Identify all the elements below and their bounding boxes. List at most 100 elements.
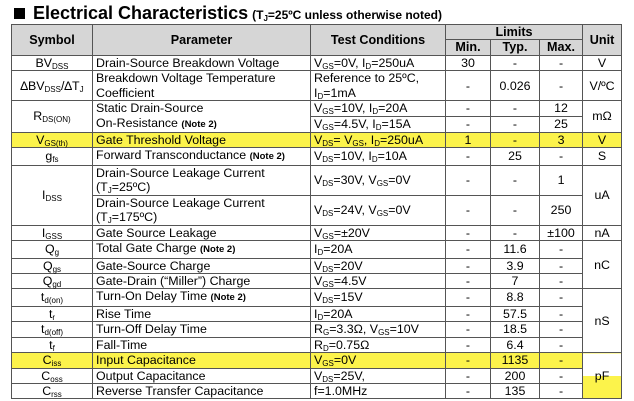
max-cell: - [538, 367, 584, 384]
table-row: IDSS Drain-Source Leakage Current (TJ=25º… [11, 164, 623, 226]
min-cell: 1 [445, 132, 491, 149]
electrical-characteristics-table: Symbol Parameter Test Conditions Limits … [11, 23, 623, 400]
parameter-cell: Gate-Drain (“Miller”) Charge [92, 273, 311, 290]
max-cell: - [538, 54, 584, 72]
parameter-cell: Static Drain-Source On-Resistance (Note 2… [92, 100, 311, 134]
table-row: Drain-Source Leakage Current (TJ=175ºC) V… [12, 194, 622, 226]
max-cell: - [538, 321, 584, 338]
max-cell: - [538, 288, 584, 307]
condition-cell: Reference to 25ºC, ID=1mA [310, 70, 446, 102]
condition-cell: RG=3.3Ω, VGS=10V [310, 321, 446, 338]
typ-cell: 1135 [490, 352, 540, 369]
header-symbol: Symbol [11, 24, 93, 56]
symbol-cell: BVDSS [11, 54, 93, 72]
section-title: Electrical Characteristics (TJ=25ºC unle… [14, 2, 442, 24]
header-max: Max. [538, 39, 584, 56]
unit-cell: V [582, 132, 623, 149]
unit-cell: uA [582, 164, 623, 226]
unit-cell: V [582, 54, 623, 72]
symbol-cell: RDS(ON) [11, 100, 93, 134]
min-cell: - [445, 240, 491, 259]
unit-cell: nC [582, 240, 623, 290]
symbol-cell: tf [11, 336, 93, 354]
max-cell: - [538, 147, 584, 166]
typ-cell: 6.4 [490, 336, 540, 354]
condition-cell: VDS=24V, VGS=0V [310, 194, 446, 226]
min-cell: - [445, 352, 491, 369]
header-typ: Typ. [490, 39, 540, 56]
parameter-cell: Input Capacitance [92, 352, 311, 369]
square-bullet-icon [14, 7, 25, 19]
table-row: Crss Reverse Transfer Capacitance f=1.0M… [11, 382, 622, 400]
table-row: tf Fall-Time RD=0.75Ω - 6.4 - [11, 336, 622, 354]
unit-cell: mΩ [582, 100, 623, 134]
symbol-cell: Qg [11, 240, 93, 259]
table-row: td(off) Turn-Off Delay Time RG=3.3Ω, VGS… [11, 321, 622, 338]
symbol-cell: Ciss [11, 352, 93, 369]
table-row: Qg Total Gate Charge (Note 2) ID=20A - 1… [11, 240, 623, 290]
parameter-cell: Drain-Source Breakdown Voltage [92, 54, 311, 72]
typ-cell: 7 [490, 273, 540, 290]
max-cell: - [538, 240, 584, 259]
typ-cell: 11.6 [490, 240, 540, 259]
parameter-cell: Gate-Source Charge [92, 257, 311, 275]
parameter-cell: Breakdown Voltage Temperature Coefficient [92, 70, 311, 102]
table-row: VGS=4.5V, ID=15A - - 25 [12, 116, 622, 134]
max-cell: - [538, 336, 584, 354]
typ-cell: - [490, 100, 540, 118]
header-min: Min. [445, 39, 491, 56]
unit-cell: V/ºC [582, 70, 623, 102]
table-row: Qgs Gate-Source Charge VDS=20V - 3.9 - [11, 257, 622, 275]
max-cell: 25 [538, 116, 584, 134]
condition-cell: VDS=25V, [310, 367, 446, 384]
max-cell: - [538, 257, 584, 275]
typ-cell: 0.026 [490, 70, 540, 102]
parameter-cell: Drain-Source Leakage Current (TJ=25ºC) [92, 164, 311, 196]
symbol-cell: gfs [11, 147, 93, 166]
min-cell: - [445, 257, 491, 275]
parameter-cell: Rise Time [92, 305, 311, 323]
parameter-cell: Output Capacitance [92, 367, 311, 384]
title-main: Electrical Characteristics [33, 2, 249, 23]
symbol-cell: Crss [11, 382, 93, 400]
unit-cell: S [582, 147, 623, 166]
min-cell: - [445, 70, 491, 102]
max-cell: - [538, 305, 584, 323]
typ-cell: 200 [490, 367, 540, 384]
max-cell: - [538, 352, 584, 369]
header-limits: Limits [444, 23, 584, 41]
min-cell: - [445, 321, 491, 338]
condition-cell: VGS=±20V [310, 224, 446, 242]
symbol-cell: tr [11, 305, 93, 323]
typ-cell: 8.8 [490, 288, 540, 307]
symbol-cell: Coss [11, 367, 93, 384]
min-cell: - [445, 305, 491, 323]
table-row: ∆BVDSS/∆TJ Breakdown Voltage Temperature… [11, 70, 623, 102]
min-cell: - [445, 224, 491, 242]
symbol-cell: IDSS [11, 164, 93, 226]
parameter-cell: Gate Source Leakage [92, 224, 311, 242]
typ-cell: - [490, 194, 540, 226]
max-cell: ±100 [538, 224, 584, 242]
parameter-cell: Turn-Off Delay Time [92, 321, 311, 338]
table-row: td(on) Turn-On Delay Time (Note 2) VDS=1… [11, 288, 623, 354]
table-row: IGSS Gate Source Leakage VGS=±20V - - ±1… [11, 224, 623, 242]
header-parameter: Parameter [92, 24, 311, 56]
unit-cell: pF [582, 352, 623, 400]
max-cell: - [538, 273, 584, 290]
condition-cell: VDS=20V [310, 257, 446, 275]
min-cell: - [445, 288, 491, 307]
parameter-cell: Fall-Time [92, 336, 311, 354]
condition-cell: f=1.0MHz [310, 382, 446, 400]
condition-cell: VGS=0V, ID=250uA [310, 54, 446, 72]
condition-cell: VDS= VGS, ID=250uA [310, 132, 446, 149]
table-row-highlighted: VGS(th) Gate Threshold Voltage VDS= VGS,… [11, 132, 623, 149]
min-cell: - [445, 100, 491, 118]
typ-cell: - [490, 116, 540, 134]
condition-cell: ID=20A [310, 305, 446, 323]
min-cell: - [445, 382, 491, 400]
parameter-cell: Reverse Transfer Capacitance [92, 382, 311, 400]
typ-cell: 25 [490, 147, 540, 166]
symbol-cell: td(off) [11, 321, 93, 338]
min-cell: - [445, 116, 491, 134]
